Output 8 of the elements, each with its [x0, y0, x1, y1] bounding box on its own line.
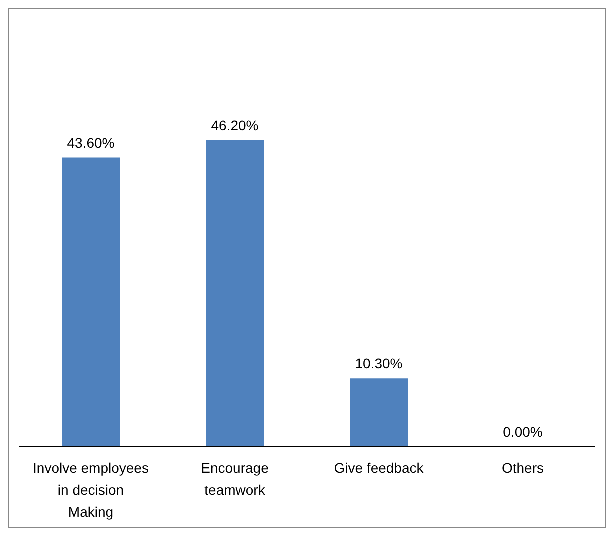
data-label: 43.60%: [67, 134, 115, 151]
x-tick-label: Others: [502, 460, 544, 476]
x-tick-label: Give feedback: [334, 460, 425, 476]
x-tick-label: Encourage teamwork: [201, 460, 270, 498]
data-label: 0.00%: [503, 424, 543, 440]
data-label: 46.20%: [211, 118, 259, 134]
data-label: 10.30%: [355, 356, 403, 372]
x-tick-label: Involve employees in decision Making: [33, 460, 149, 520]
